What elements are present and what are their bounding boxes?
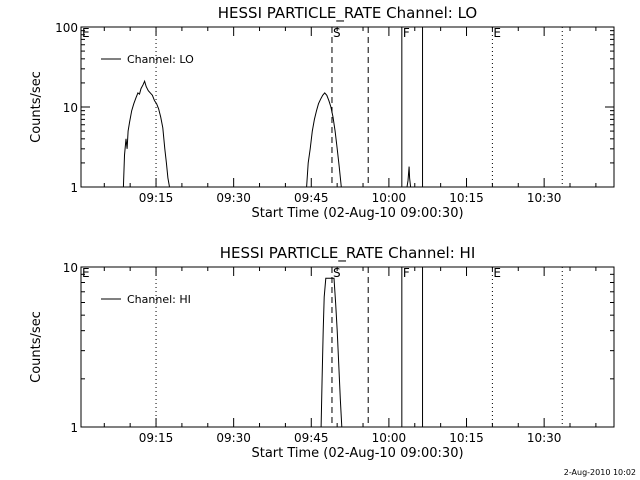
- marker-label: E: [493, 26, 501, 40]
- series-line: [406, 166, 412, 188]
- x-tick-label: 09:30: [216, 431, 251, 445]
- panel-lo: HESSI PARTICLE_RATE Channel: LO 09:15 09:3…: [29, 4, 615, 221]
- x-tick-label: 09:45: [294, 191, 329, 205]
- x-tick-label: 09:15: [139, 191, 174, 205]
- timestamp-label: 2-Aug-2010 10:02: [564, 468, 636, 477]
- y-tick-label: 10: [63, 101, 78, 115]
- x-axis-label: Start Time (02-Aug-10 09:00:30): [251, 206, 463, 221]
- plot-frame: [80, 26, 615, 188]
- legend-entry: Channel: LO: [127, 53, 194, 66]
- y-tick-label: 1: [70, 421, 78, 435]
- plot-frame: [80, 266, 615, 428]
- chart-title: HESSI PARTICLE_RATE Channel: LO: [218, 4, 477, 23]
- x-tick-label: 10:30: [527, 431, 562, 445]
- legend-entry: Channel: HI: [127, 293, 191, 306]
- panel-hi: HESSI PARTICLE_RATE Channel: HI 09:15 09:3…: [29, 244, 615, 461]
- y-axis-label: Counts/sec: [29, 71, 44, 143]
- x-tick-label: 10:15: [449, 431, 484, 445]
- marker-label: F: [403, 266, 410, 280]
- y-axis-label: Counts/sec: [29, 311, 44, 383]
- marker-label: E: [493, 266, 501, 280]
- series-line: [306, 92, 342, 188]
- marker-label: S: [333, 26, 341, 40]
- x-tick-label: 09:15: [139, 431, 174, 445]
- marker-label: E: [82, 26, 90, 40]
- marker-label: S: [333, 266, 341, 280]
- series-line: [320, 277, 343, 428]
- y-tick-label: 1: [70, 181, 78, 195]
- series-line: [122, 79, 170, 188]
- chart-title: HESSI PARTICLE_RATE Channel: HI: [220, 244, 476, 263]
- marker-label: F: [403, 26, 410, 40]
- x-tick-label: 10:30: [527, 191, 562, 205]
- y-tick-label: 100: [55, 21, 78, 35]
- x-tick-label: 10:15: [449, 191, 484, 205]
- x-tick-label: 10:00: [372, 431, 407, 445]
- x-tick-label: 09:30: [216, 191, 251, 205]
- marker-label: E: [82, 266, 90, 280]
- y-tick-label: 10: [63, 261, 78, 275]
- x-tick-label: 10:00: [372, 191, 407, 205]
- x-axis-label: Start Time (02-Aug-10 09:00:30): [251, 446, 463, 461]
- x-tick-label: 09:45: [294, 431, 329, 445]
